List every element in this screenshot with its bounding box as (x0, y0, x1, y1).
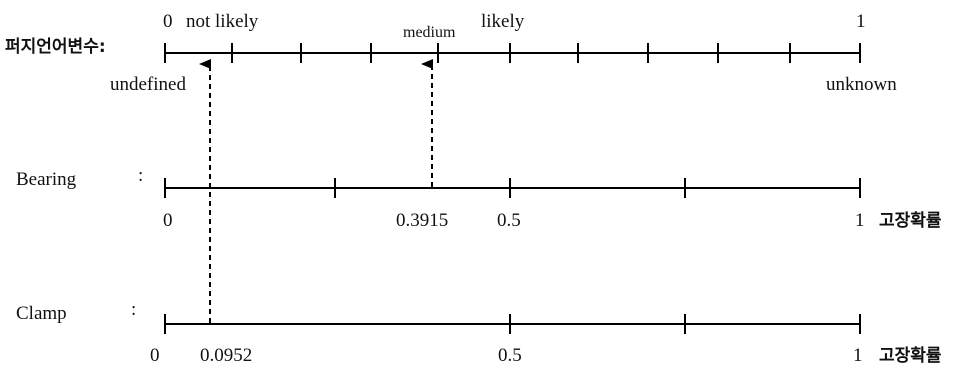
bearing-axis-ticks (164, 178, 861, 198)
bearing-label: Bearing (16, 169, 77, 190)
clamp-tick-half: 0.5 (498, 345, 522, 366)
undefined-label: undefined (110, 74, 186, 95)
fuzzy-variable-label: 퍼지언어변수: (5, 37, 106, 57)
bearing-tick-zero: 0 (163, 210, 173, 231)
bearing-tick-half: 0.5 (497, 210, 521, 231)
clamp-tick-zero: 0 (150, 345, 160, 366)
clamp-tick-one: 1 (853, 345, 863, 366)
clamp-label: Clamp (16, 303, 67, 324)
clamp-axis-ticks (164, 314, 861, 334)
bearing-tick-one: 1 (855, 210, 865, 231)
clamp-colon: : (131, 299, 136, 320)
bearing-colon: : (138, 165, 143, 186)
medium-label: medium (403, 24, 456, 41)
unknown-label: unknown (826, 74, 897, 95)
fuzzy-zero-label: 0 (163, 11, 173, 32)
likely-label: likely (481, 11, 525, 32)
not-likely-label: not likely (186, 11, 259, 32)
fuzzy-axis-ticks (164, 43, 861, 63)
fuzzy-one-label: 1 (856, 11, 866, 32)
bearing-tick-value: 0.3915 (396, 210, 448, 231)
clamp-tick-value: 0.0952 (200, 345, 252, 366)
bearing-unit-label: 고장확률 (879, 211, 942, 231)
clamp-unit-label: 고장확률 (879, 346, 942, 366)
